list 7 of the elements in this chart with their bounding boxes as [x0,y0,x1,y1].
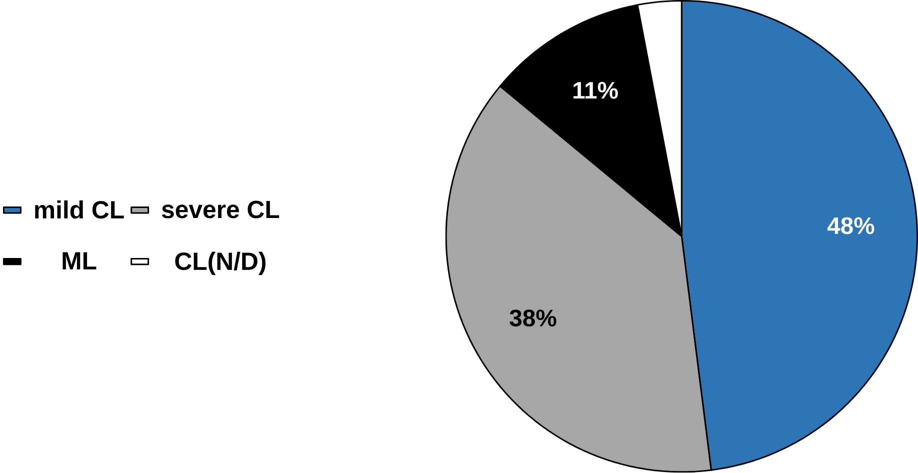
legend-label: CL(N/D) [175,252,266,276]
data-label: 48% [827,217,874,234]
data-label: 38% [510,310,556,327]
legend-label: severe CL [162,200,280,218]
data-label: 11% [574,82,618,99]
legend-label: ML [62,252,96,270]
legend-label: mild CL [35,200,124,219]
